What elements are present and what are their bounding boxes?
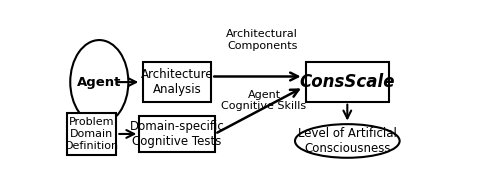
Text: Problem
Domain
Definition: Problem Domain Definition [64, 117, 118, 151]
Text: ConsScale: ConsScale [300, 73, 395, 91]
Text: Domain-specific
Cognitive Tests: Domain-specific Cognitive Tests [130, 120, 224, 148]
Text: Architecture
Analysis: Architecture Analysis [140, 68, 213, 96]
FancyBboxPatch shape [143, 62, 210, 102]
Text: Level of Artificial
Consciousness: Level of Artificial Consciousness [298, 127, 397, 155]
Text: Architectural
Components: Architectural Components [226, 29, 298, 51]
FancyBboxPatch shape [139, 116, 214, 152]
Text: Agent: Agent [77, 76, 122, 89]
FancyBboxPatch shape [68, 113, 116, 155]
FancyBboxPatch shape [306, 62, 389, 102]
Text: Agent
Cognitive Skills: Agent Cognitive Skills [222, 90, 306, 111]
